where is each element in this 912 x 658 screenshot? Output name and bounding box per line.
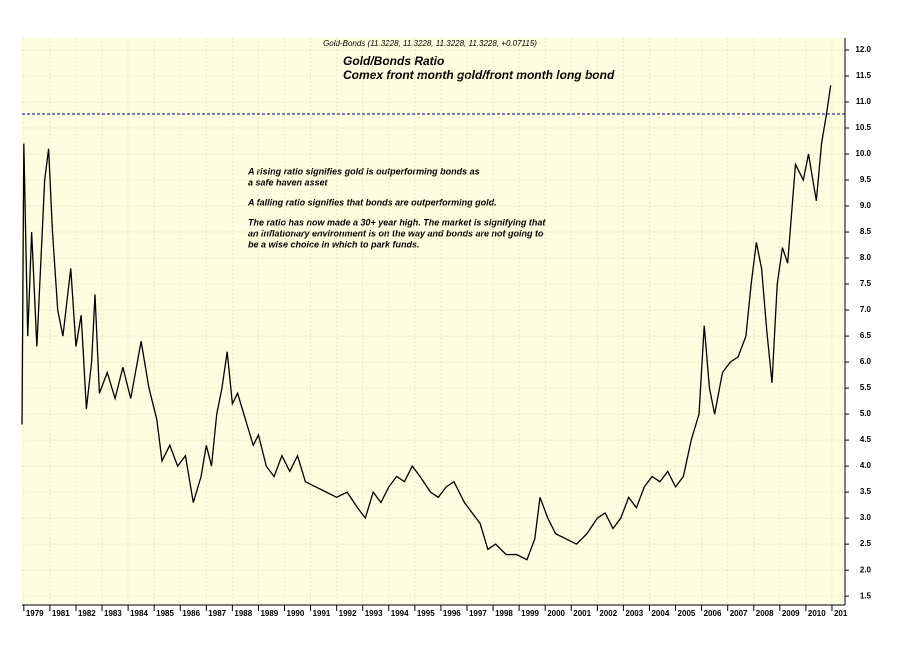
- x-tick-label: 2006: [704, 609, 722, 618]
- plot-area: [22, 38, 845, 605]
- x-tick-label: 1999: [521, 609, 539, 618]
- y-tick-label: 9.0: [860, 201, 872, 210]
- y-tick-label: 1.5: [860, 591, 872, 600]
- y-tick-label: 7.5: [860, 279, 872, 288]
- x-tick-label: 2000: [547, 609, 565, 618]
- x-tick-label: 1984: [130, 609, 148, 618]
- y-tick-label: 8.5: [860, 227, 872, 236]
- y-tick-label: 3.5: [860, 487, 872, 496]
- x-tick-label: 1992: [339, 609, 357, 618]
- y-tick-label: 11.5: [856, 71, 872, 80]
- x-tick-label: 1997: [469, 609, 487, 618]
- y-tick-label: 8.0: [860, 253, 872, 262]
- x-tick-label: 2003: [625, 609, 643, 618]
- annotation: an inflationary environment is on the wa…: [248, 228, 544, 238]
- x-tick-label: 1995: [417, 609, 435, 618]
- y-tick-label: 4.0: [860, 461, 872, 470]
- y-tick-label: 2.5: [860, 539, 872, 548]
- x-tick-label: 1987: [208, 609, 226, 618]
- x-tick-label: 201: [834, 609, 848, 618]
- x-tick-label: 2007: [730, 609, 748, 618]
- x-tick-label: 1990: [287, 609, 305, 618]
- x-tick-label: 1993: [365, 609, 383, 618]
- x-tick-label: 2008: [756, 609, 774, 618]
- x-tick-label: 1985: [156, 609, 174, 618]
- x-tick-label: 1981: [52, 609, 70, 618]
- x-tick-label: 2001: [573, 609, 591, 618]
- chart-title: Gold/Bonds Ratio: [343, 54, 444, 68]
- x-tick-label: 1988: [234, 609, 252, 618]
- x-tick-label: 1996: [443, 609, 461, 618]
- y-tick-label: 10.5: [855, 123, 871, 132]
- annotation: be a wise choice in which to park funds.: [248, 239, 420, 249]
- y-tick-label: 3.0: [860, 513, 872, 522]
- y-tick-label: 9.5: [860, 175, 872, 184]
- x-tick-label: 1994: [391, 609, 409, 618]
- y-tick-label: 6.5: [860, 331, 872, 340]
- y-tick-label: 6.0: [860, 357, 872, 366]
- x-tick-label: 2005: [678, 609, 696, 618]
- x-tick-label: 1979: [26, 609, 44, 618]
- y-tick-label: 10.0: [855, 149, 871, 158]
- y-tick-label: 7.0: [860, 305, 872, 314]
- y-tick-label: 4.5: [860, 435, 872, 444]
- chart-subtitle: Comex front month gold/front month long …: [343, 68, 615, 82]
- y-tick-label: 5.0: [860, 409, 872, 418]
- x-tick-label: 2009: [782, 609, 800, 618]
- x-tick-label: 1998: [495, 609, 513, 618]
- annotation: a safe haven asset: [248, 177, 329, 187]
- header: Gold-Bonds (11.3228, 11.3228, 11.3228, 1…: [323, 39, 537, 48]
- x-tick-label: 1986: [182, 609, 200, 618]
- y-tick-label: 11.0: [856, 97, 872, 106]
- x-tick-label: 1983: [104, 609, 122, 618]
- annotation: The ratio has now made a 30+ year high. …: [248, 217, 546, 227]
- y-tick-label: 2.0: [860, 565, 872, 574]
- x-tick-label: 1982: [78, 609, 96, 618]
- x-tick-label: 2002: [599, 609, 617, 618]
- x-tick-label: 1991: [313, 609, 331, 618]
- x-tick-label: 2010: [808, 609, 826, 618]
- annotation: A rising ratio signifies gold is outperf…: [247, 166, 480, 176]
- annotation: A falling ratio signifies that bonds are…: [247, 197, 497, 207]
- y-tick-label: 12.0: [855, 45, 871, 54]
- data-line: [21, 85, 832, 561]
- x-tick-label: 2004: [651, 609, 669, 618]
- x-tick-label: 1989: [260, 609, 278, 618]
- y-tick-label: 5.5: [860, 383, 872, 392]
